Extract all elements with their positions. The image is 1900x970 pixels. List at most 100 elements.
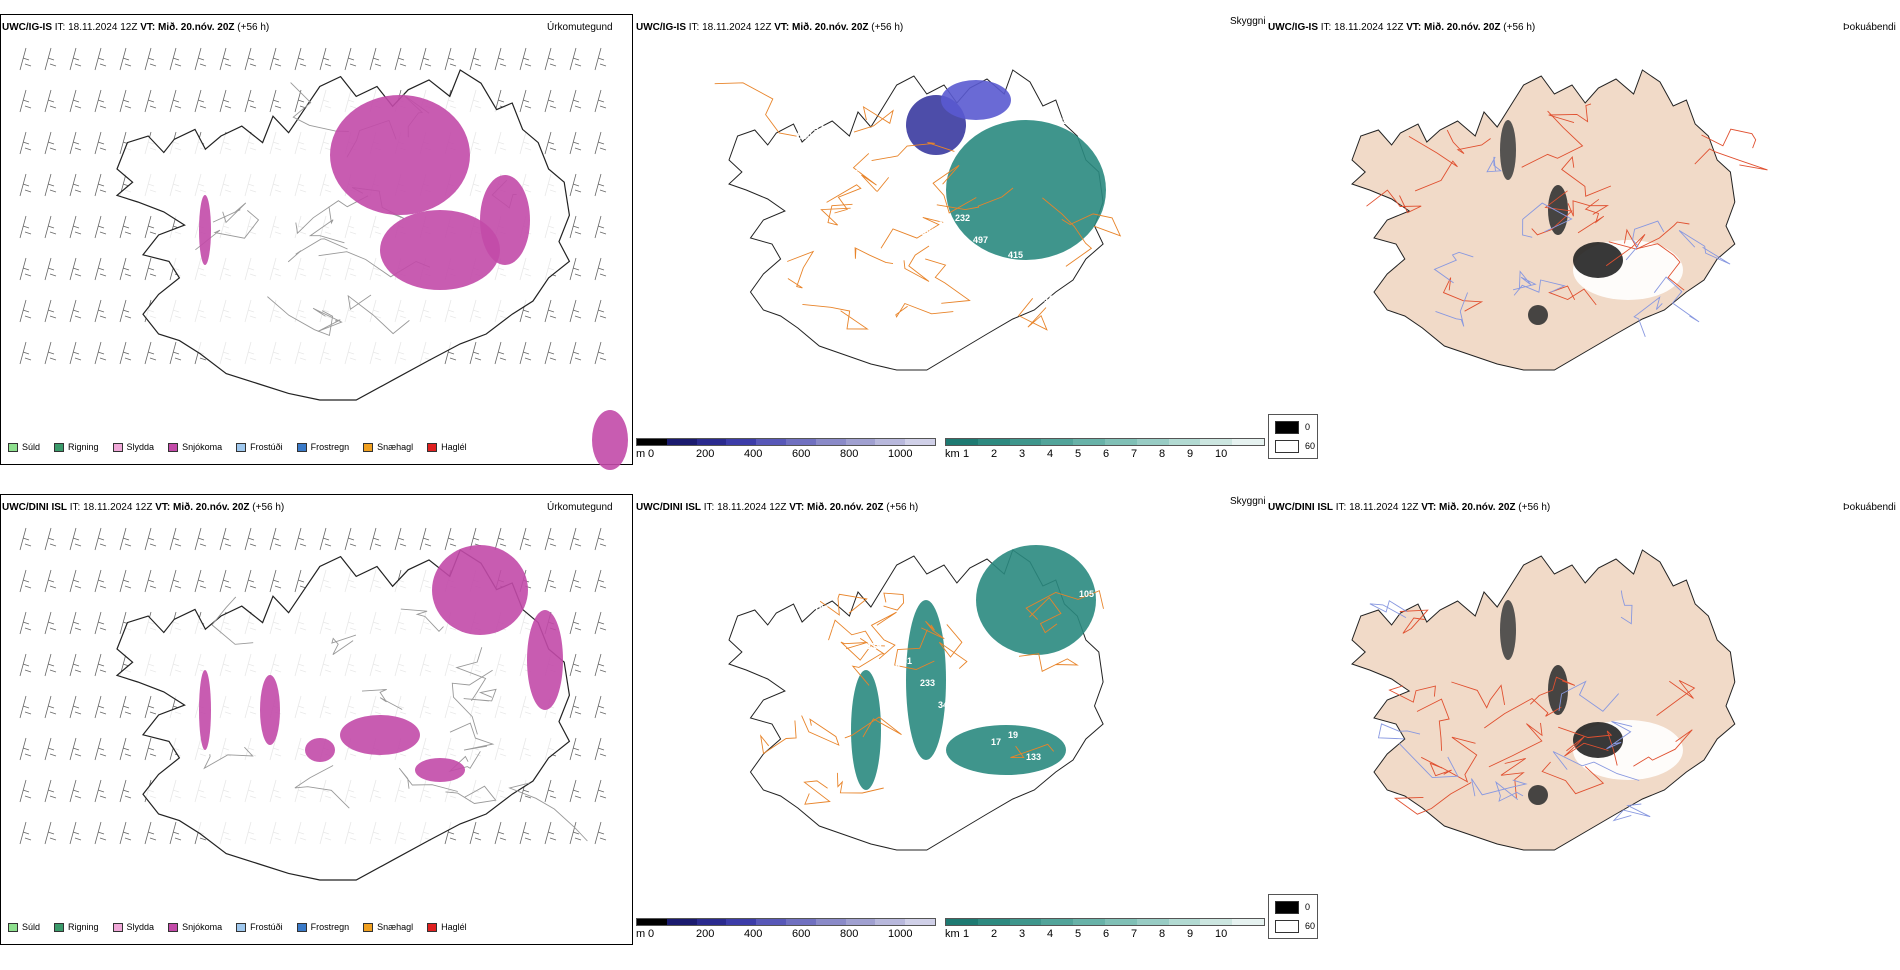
river-line [1653, 276, 1700, 323]
snow-area [260, 675, 280, 745]
wind-barb [444, 47, 457, 71]
wind-barb [69, 131, 82, 155]
ceiling-value-label: 664 [1061, 767, 1076, 777]
ceiling-tick: 400 [744, 448, 763, 460]
low-visibility-area [946, 725, 1066, 775]
wind-barb [44, 695, 57, 719]
wind-barb [44, 653, 57, 677]
legend-label: Frostregn [310, 922, 350, 932]
ceiling-value-label: 435 [920, 198, 935, 208]
panel-header: UWC/IG-IS IT: 18.11.2024 12Z VT: Mið. 20… [1268, 22, 1536, 33]
panel-header: UWC/DINI ISL IT: 18.11.2024 12Z VT: Mið.… [1268, 502, 1551, 513]
legend-swatch [112, 442, 123, 452]
road-line [844, 716, 902, 739]
wind-barb [44, 131, 57, 155]
legend-label: Snjókoma [182, 922, 223, 932]
ceiling-tick: 800 [840, 928, 859, 940]
wind-barb [19, 569, 32, 593]
wind-barb [69, 569, 82, 593]
road-line [836, 772, 884, 794]
ceiling-value-label: 133 [1026, 752, 1041, 762]
wind-barb [19, 527, 32, 551]
road-line [787, 250, 815, 289]
road-line [870, 611, 897, 660]
wind-barb [544, 299, 557, 323]
visibility-map: 98 86 81 210 19 664 185 119 233 203 133 105 28 269 34 1… [728, 545, 1104, 851]
wind-barb [94, 215, 107, 239]
fog-legend: 0 60 [1268, 414, 1318, 459]
fog-panel-title: Þokuábendi [1843, 22, 1896, 33]
wind-barb [194, 47, 207, 71]
road-line [1025, 590, 1104, 620]
wind-barb [544, 89, 557, 113]
fog-legend-low: 60 [1305, 441, 1316, 451]
road-line [1564, 736, 1609, 757]
ceiling-value-label: 497 [973, 235, 988, 245]
wind-barb [394, 47, 407, 71]
ceiling-value-label: 415 [1008, 250, 1023, 260]
snow-area [592, 410, 628, 470]
road-line [1531, 190, 1573, 236]
wind-barb [569, 341, 582, 365]
road-line [445, 785, 497, 804]
legend-item: Frostúði [236, 442, 283, 452]
river-line [1486, 156, 1502, 173]
river-line [1522, 202, 1573, 238]
wind-barb [94, 779, 107, 803]
road-line [1529, 676, 1576, 705]
wind-barb [294, 47, 307, 71]
river-line [1377, 723, 1421, 740]
wind-barb [144, 569, 157, 593]
visibility-tick: 3 [1019, 448, 1026, 460]
road-line [802, 303, 869, 330]
legend-item: Haglél [427, 922, 467, 932]
ceiling-value-label: 232 [955, 213, 970, 223]
road-line [295, 195, 369, 235]
road-line [212, 202, 247, 224]
visibility-tick: 8 [1159, 928, 1166, 940]
wind-barb [44, 569, 57, 593]
ceiling-tick: 1000 [888, 928, 913, 940]
road-line [1567, 200, 1610, 217]
snow-area [340, 715, 420, 755]
wind-barb [94, 737, 107, 761]
wind-barb [494, 341, 507, 365]
road-line [400, 608, 444, 632]
river-line [1625, 220, 1665, 261]
wind-barb [294, 527, 307, 551]
wind-barb [194, 527, 207, 551]
fog-high-area [1548, 185, 1568, 235]
low-ceiling-area [941, 80, 1011, 120]
road-line [932, 164, 977, 214]
road-line [1061, 213, 1122, 237]
road-line [936, 187, 1014, 211]
wind-barb [169, 341, 182, 365]
ceiling-value-label: 38 [903, 205, 913, 215]
road-line [820, 203, 853, 226]
precip-panel-frame [0, 494, 633, 945]
road-line [1446, 129, 1491, 154]
road-line [819, 593, 868, 616]
road-line [851, 638, 886, 686]
wind-barb [94, 821, 107, 845]
fog-legend-low: 60 [1305, 921, 1316, 931]
wind-barb [44, 821, 57, 845]
visibility-tick: 10 [1215, 448, 1228, 460]
road-line [883, 592, 905, 611]
wind-barb [119, 257, 132, 281]
wind-barb [569, 215, 582, 239]
river-line [1552, 751, 1640, 781]
road-line [455, 647, 487, 701]
fog-legend-high: 0 [1305, 422, 1311, 432]
wind-barb [44, 215, 57, 239]
ceiling-value-label: 30 [1009, 279, 1019, 289]
wind-barb [269, 47, 282, 71]
wind-barb [19, 89, 32, 113]
legend-label: Súld [22, 922, 41, 932]
low-visibility-area [946, 120, 1106, 260]
ceiling-value-label: 269 [885, 663, 900, 673]
ceiling-value-label: 17 [991, 737, 1001, 747]
river-line [1620, 590, 1633, 625]
wind-barb [19, 737, 32, 761]
wind-barb [569, 779, 582, 803]
